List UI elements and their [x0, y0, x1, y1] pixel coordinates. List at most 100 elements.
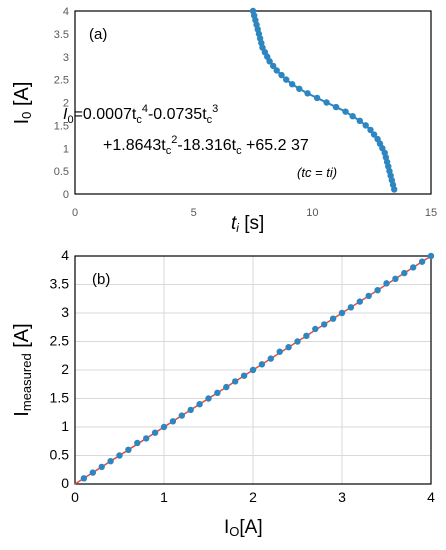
- data-point: [427, 252, 435, 260]
- x-tick-label: 15: [425, 207, 437, 219]
- x-tick-label: 2: [249, 489, 257, 505]
- data-point: [134, 439, 141, 447]
- ylabel-main: I: [11, 411, 33, 417]
- data-point: [107, 458, 114, 465]
- data-point: [249, 366, 257, 374]
- data-point: [160, 423, 168, 431]
- xlabel-main: I: [224, 517, 229, 538]
- data-point: [294, 338, 301, 345]
- equation-note: (tc = ti): [297, 165, 337, 180]
- data-point: [410, 264, 417, 271]
- y-tick-label: 2.5: [54, 75, 69, 87]
- data-point: [296, 85, 303, 92]
- x-tick-label: 10: [306, 207, 318, 219]
- data-point: [276, 348, 283, 355]
- y-tick-label: 3: [61, 304, 69, 320]
- panel-b-marks: [74, 252, 435, 485]
- data-point: [98, 463, 105, 471]
- data-point: [283, 76, 290, 83]
- data-point: [365, 292, 372, 300]
- eq1-part: 3: [212, 103, 218, 115]
- data-point: [223, 383, 230, 391]
- data-point: [392, 275, 399, 282]
- eq1-part: 0: [67, 114, 73, 126]
- y-tick-label: 4: [63, 6, 69, 18]
- data-point: [267, 355, 274, 362]
- data-point: [323, 99, 330, 106]
- data-point: [391, 186, 398, 193]
- eq2-part: +65.2 37: [242, 137, 309, 154]
- data-point: [303, 332, 310, 339]
- x-tick-label: 1: [160, 489, 168, 505]
- data-point: [312, 325, 319, 333]
- data-point: [240, 372, 248, 379]
- data-point: [321, 321, 328, 328]
- data-point: [178, 412, 185, 419]
- data-point: [374, 287, 381, 294]
- x-tick-label: 4: [427, 489, 435, 505]
- eq1-part: 4: [142, 103, 148, 115]
- equation-line-1: I0=0.0007tc4-0.0735tc3: [63, 103, 218, 126]
- data-point: [356, 117, 363, 125]
- data-point: [169, 418, 177, 425]
- data-point: [313, 94, 321, 102]
- ylabel-main: I: [11, 119, 33, 125]
- data-point: [383, 280, 390, 287]
- y-tick-label: 3.5: [54, 29, 69, 41]
- y-tick-label: 2: [61, 361, 69, 377]
- eq1-part: =0.0007t: [74, 106, 137, 123]
- data-point: [285, 344, 292, 351]
- y-tick-label: 2.5: [50, 333, 70, 349]
- data-point: [338, 309, 346, 317]
- x-tick-label: 5: [191, 207, 197, 219]
- data-point: [214, 389, 221, 396]
- data-point: [187, 406, 194, 414]
- xlabel-unit: [s]: [239, 213, 264, 234]
- eq2-part: -18.316t: [177, 137, 236, 154]
- ylabel-sub: 0: [19, 112, 34, 119]
- data-point: [125, 446, 132, 453]
- y-tick-label: 1.5: [54, 120, 69, 132]
- y-tick-label: 1.5: [50, 390, 70, 406]
- data-point: [342, 108, 349, 115]
- eq2-part: 2: [171, 134, 177, 146]
- y-tick-label: 0.5: [54, 166, 69, 178]
- data-point: [89, 469, 97, 476]
- panel-a-marks: [249, 7, 398, 193]
- panel-b-frame: [74, 255, 432, 485]
- y-tick-label: 0.5: [50, 447, 70, 463]
- panel-a-frame: [74, 10, 432, 195]
- y-tick-label: 0: [63, 189, 69, 201]
- panel-b-label: (b): [92, 271, 110, 288]
- equation-line-2: +1.8643tc2-18.316tc +65.2 37: [103, 134, 309, 157]
- ylabel-unit: [A]: [11, 82, 33, 112]
- data-point: [80, 475, 88, 482]
- xlabel-unit: [A]: [239, 517, 262, 538]
- eq2-part: c: [236, 145, 242, 157]
- y-tick-label: 2: [63, 98, 69, 110]
- data-point: [356, 298, 363, 305]
- y-tick-label: 3: [63, 52, 69, 64]
- panel-b-ylabel: Imeasured [A]: [11, 323, 34, 416]
- data-point: [116, 452, 123, 459]
- data-point: [232, 378, 239, 385]
- y-tick-label: 4: [61, 247, 69, 263]
- data-point: [205, 395, 212, 402]
- eq2-part: c: [166, 145, 172, 157]
- eq2-part: +1.8643t: [103, 137, 166, 154]
- panel-b-ticks: 0 1 2 3 4 0 0.5 1 1.5 2 2.5 3 3.5 4: [50, 247, 436, 505]
- data-point: [143, 435, 150, 442]
- y-tick-label: 1: [61, 418, 69, 434]
- data-point: [401, 269, 408, 277]
- ylabel-sub: measured: [19, 353, 34, 411]
- data-point: [329, 315, 337, 322]
- data-point: [278, 71, 285, 79]
- eq1-part: c: [136, 114, 142, 126]
- x-tick-label: 0: [72, 207, 78, 219]
- panel-b-xlabel: IO[A]: [224, 517, 263, 539]
- data-point: [347, 304, 355, 311]
- data-point: [370, 131, 378, 138]
- eq1-part: I: [63, 106, 68, 123]
